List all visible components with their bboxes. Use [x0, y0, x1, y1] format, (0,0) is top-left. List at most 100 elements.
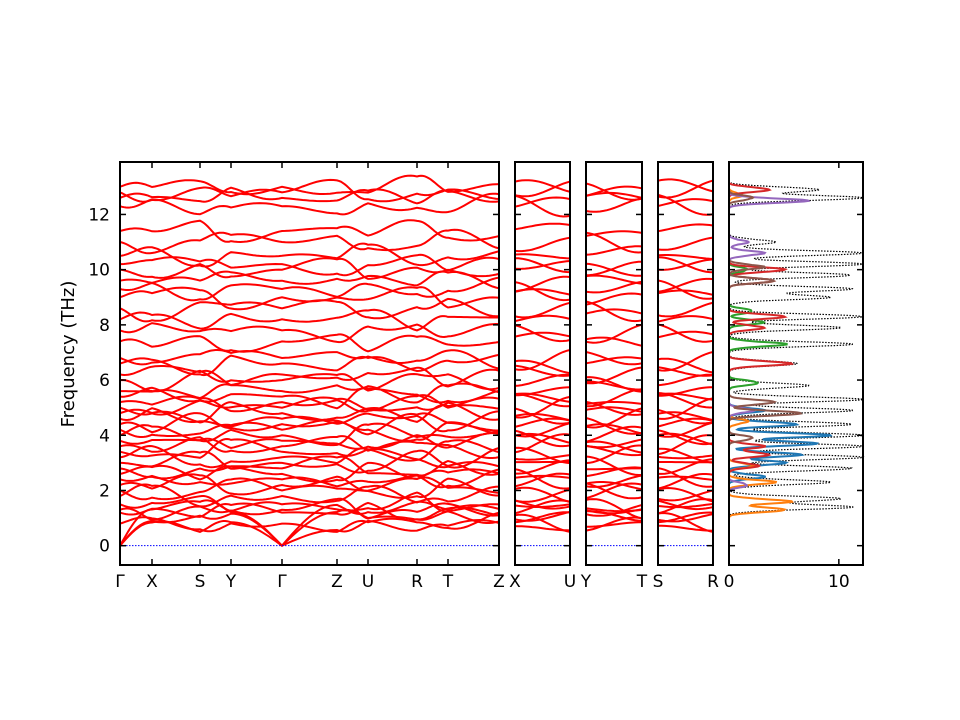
band-line	[585, 401, 643, 405]
band-line	[657, 397, 714, 420]
band-line	[119, 219, 500, 244]
band-line	[514, 386, 571, 397]
x-tick-label: Γ	[277, 572, 287, 592]
band-line	[585, 262, 642, 277]
band-line	[514, 236, 571, 253]
band-line	[585, 274, 643, 285]
band-line	[585, 455, 642, 476]
x-tick-label: T	[636, 572, 648, 592]
y-tick-label: 10	[88, 261, 110, 281]
band-line	[657, 454, 714, 460]
band-line	[657, 429, 714, 446]
band-line	[657, 289, 714, 296]
band-line	[514, 392, 571, 403]
x-tick-label: U	[362, 572, 374, 592]
band-line	[514, 446, 571, 465]
band-line	[657, 411, 714, 422]
band-line	[585, 308, 643, 315]
band-line	[514, 331, 571, 338]
dos-panel-frame	[728, 161, 864, 566]
band-line	[119, 511, 500, 533]
band-line	[657, 503, 714, 509]
band-line	[657, 432, 714, 446]
dos-lines	[728, 182, 865, 539]
band-line	[514, 499, 571, 510]
x-tick-label: X	[146, 572, 158, 592]
band-line	[585, 407, 643, 429]
band-line	[514, 488, 571, 503]
band-line	[119, 257, 500, 280]
band-line	[657, 434, 714, 456]
y-tick-label: 12	[88, 205, 110, 225]
band-line	[119, 333, 500, 353]
band-line	[657, 489, 714, 502]
band-line	[119, 369, 500, 393]
band-line	[119, 491, 500, 513]
x-tick-label: Γ	[115, 572, 125, 592]
band-line	[585, 185, 643, 197]
band-line	[585, 504, 643, 517]
band-line	[119, 228, 500, 255]
band-line	[514, 179, 571, 193]
band-line	[120, 253, 500, 277]
band-line	[657, 254, 714, 260]
band-line	[119, 468, 500, 489]
x-tick-label: S	[653, 572, 664, 592]
band-line	[514, 359, 571, 375]
band-line	[657, 499, 714, 511]
band-line	[514, 253, 571, 260]
band-panel-frame	[657, 161, 714, 566]
band-lines	[119, 174, 714, 548]
x-tick-label: R	[707, 572, 719, 592]
band-line	[657, 223, 714, 233]
band-line	[119, 407, 500, 433]
band-line	[585, 417, 643, 435]
band-line	[514, 180, 571, 198]
band-line	[119, 497, 500, 522]
band-line	[119, 308, 499, 332]
band-line	[119, 437, 500, 462]
band-line	[585, 406, 643, 413]
band-line	[585, 182, 643, 201]
band-line	[514, 301, 571, 319]
band-line	[657, 198, 714, 207]
band-line	[585, 498, 643, 520]
band-line	[119, 386, 500, 410]
band-line	[585, 197, 643, 213]
band-line	[119, 518, 500, 547]
band-line	[514, 474, 571, 479]
y-axis-label: Frequency (THz)	[58, 281, 79, 428]
band-line	[119, 192, 500, 216]
band-line	[585, 300, 643, 323]
band-line	[119, 412, 499, 436]
band-line	[119, 270, 500, 290]
band-line	[585, 336, 643, 347]
band-line	[514, 222, 571, 231]
band-line	[657, 357, 714, 374]
band-line	[657, 315, 714, 323]
band-line	[514, 422, 571, 438]
band-line	[585, 366, 643, 385]
x-tick-label: R	[411, 572, 423, 592]
band-line	[585, 356, 643, 365]
x-tick-label: Z	[331, 572, 343, 592]
band-line	[657, 366, 714, 377]
band-line	[657, 475, 714, 481]
band-line	[514, 468, 571, 490]
band-line	[585, 323, 643, 344]
band-line	[514, 194, 571, 218]
band-line	[514, 413, 571, 422]
band-line	[657, 236, 714, 251]
band-line	[586, 521, 642, 528]
band-line	[119, 477, 499, 501]
band-line	[585, 292, 643, 306]
band-line	[585, 482, 643, 500]
band-line	[657, 351, 714, 372]
band-line	[657, 323, 714, 343]
band-line	[657, 330, 714, 339]
band-line	[657, 256, 714, 274]
band-line	[657, 473, 714, 490]
band-line	[585, 440, 643, 454]
dos-x-tick-label: 0	[724, 572, 735, 592]
